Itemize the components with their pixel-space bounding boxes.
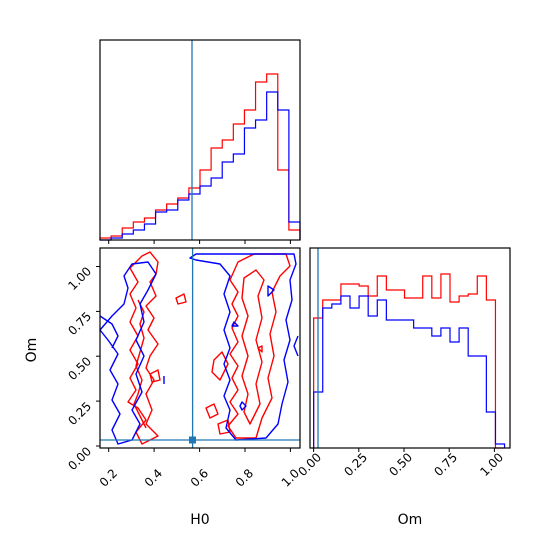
om-bottom-tick-label: 1.00 <box>477 450 506 479</box>
h0-histogram-series <box>99 73 301 241</box>
om-bottom-tick-label: 0.50 <box>386 450 415 479</box>
h0-hist-step-red <box>99 73 301 240</box>
red-contour-right-mid <box>241 269 265 425</box>
truth-marker <box>189 436 196 444</box>
red-contour-blob-4 <box>205 403 219 419</box>
blue-contours <box>99 253 299 445</box>
red-contour-blob-3 <box>211 351 229 381</box>
blue-contour-blob-1 <box>267 285 275 297</box>
om-bottom-tick-label: 0.00 <box>295 450 324 479</box>
om-bottom-axis-ticks <box>313 448 495 452</box>
h0-tick-label: 0.6 <box>188 466 211 489</box>
om-left-axis-ticks <box>96 266 100 447</box>
om-left-tick-label: 0.25 <box>65 399 94 428</box>
om-left-tick-label: 0.00 <box>65 444 94 473</box>
h0-tick-label: 0.4 <box>142 466 165 489</box>
h0-marginal-panel <box>99 39 301 244</box>
red-contour-blob-2 <box>149 369 161 383</box>
blue-contour-edge <box>293 335 299 357</box>
red-contour-dot <box>257 345 263 353</box>
om-hist-step-blue <box>313 295 506 448</box>
om-histogram-series <box>313 273 506 449</box>
red-contour-blob-1 <box>175 293 187 305</box>
blue-contour-blob-3 <box>239 401 247 411</box>
red-contour-right-outer <box>227 253 291 439</box>
h0-axis-ticks <box>108 448 291 452</box>
h0-tick-label: 0.2 <box>97 466 120 489</box>
red-contours <box>127 251 291 445</box>
blue-contour-left-inner <box>99 315 119 349</box>
red-contour-left-inner <box>133 299 147 429</box>
red-contour-left <box>127 251 159 445</box>
h0-marginal-ticks <box>108 240 291 244</box>
h0-tick-label: 0.8 <box>233 466 256 489</box>
om-hist-step-red <box>313 273 505 449</box>
om-marginal-frame <box>309 247 511 449</box>
contour-frame <box>99 247 301 449</box>
blue-contour-left <box>99 261 157 445</box>
om-axis-label-bottom: Om <box>398 512 423 528</box>
blue-contour-blob-2 <box>231 321 239 327</box>
h0-hist-step-blue <box>100 91 301 241</box>
h0-axis-label: H0 <box>190 512 209 528</box>
om-bottom-tick-label: 0.75 <box>431 450 460 479</box>
contour-panel: 0.2 0.4 0.6 0.8 1.0 0.00 0.25 0.50 0.75 … <box>24 247 302 528</box>
h0-marginal-frame <box>99 39 301 241</box>
om-axis-label-left: Om <box>24 338 40 363</box>
om-left-tick-label: 1.00 <box>65 264 94 293</box>
om-left-tick-label: 0.50 <box>65 354 94 383</box>
om-bottom-tick-label: 0.25 <box>341 450 370 479</box>
om-marginal-panel: 0.00 0.25 0.50 0.75 1.00 Om <box>295 247 511 528</box>
om-left-tick-label: 0.75 <box>65 309 94 338</box>
